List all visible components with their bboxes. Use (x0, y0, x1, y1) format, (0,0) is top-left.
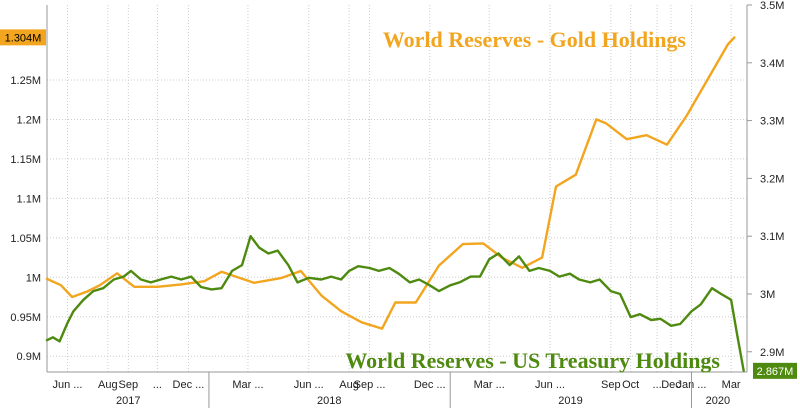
label-layer: World Reserves - Gold Holdings World Res… (0, 27, 797, 379)
treasury-last-value-label: 2.867M (757, 366, 794, 378)
right-tick-label: 3M (760, 289, 775, 301)
left-tick-label: 1.1M (17, 193, 41, 205)
gold-last-value-label: 1.304M (5, 32, 42, 44)
month-tick-label: ... (653, 379, 662, 391)
series-layer (45, 36, 745, 372)
right-tick-label: 3.2M (760, 173, 784, 185)
month-tick-label: Aug (339, 379, 359, 391)
axis-layer: 0.9M 0.95M 1M 1.05M 1.1M 1.15M 1.2M 1.25M 2.9M 3M… (10, 0, 784, 408)
month-tick-label: Jun ... (53, 379, 83, 391)
left-tick-label: 1.05M (10, 233, 41, 245)
right-tick-label: 2.9M (760, 347, 784, 359)
right-tick-label: 3.4M (760, 58, 784, 70)
gold-series-title: World Reserves - Gold Holdings (383, 27, 687, 52)
left-tick-label: 1.25M (10, 75, 41, 87)
year-label: 2017 (116, 395, 140, 407)
left-tick-label: 0.9M (17, 351, 41, 363)
month-tick-label: Sep (119, 379, 139, 391)
gold-series-line (45, 36, 736, 330)
year-label: 2019 (558, 395, 582, 407)
year-label: 2020 (706, 395, 730, 407)
month-tick-label: Jun ... (535, 379, 565, 391)
month-tick-label: Mar ... (474, 379, 505, 391)
month-tick-label: Mar ... (232, 379, 263, 391)
month-tick-label: Dec ... (414, 379, 446, 391)
left-tick-label: 1.15M (10, 154, 41, 166)
treasury-last-value-badge (753, 362, 797, 379)
month-tick-label: ... (153, 379, 162, 391)
month-tick-label: Sep ... (354, 379, 386, 391)
left-tick-label: 1M (26, 272, 41, 284)
month-tick-label: Mar (722, 379, 741, 391)
right-tick-label: 3.5M (760, 0, 784, 12)
left-tick-label: 1.2M (17, 114, 41, 126)
right-tick-label: 3.3M (760, 116, 784, 128)
gold-last-value-badge (0, 29, 46, 46)
grid-layer (47, 5, 747, 372)
month-tick-label: Jun ... (294, 379, 324, 391)
right-tick-label: 3.1M (760, 231, 784, 243)
month-tick-label: Dec (661, 379, 681, 391)
month-tick-label: Oct (622, 379, 639, 391)
year-label: 2018 (317, 395, 341, 407)
month-tick-label: Aug (98, 379, 118, 391)
treasury-series-line (45, 234, 745, 372)
left-tick-label: 0.95M (10, 312, 41, 324)
month-tick-label: Dec ... (173, 379, 205, 391)
month-tick-label: Sep (601, 379, 621, 391)
treasury-series-title: World Reserves - US Treasury Holdings (345, 348, 720, 373)
